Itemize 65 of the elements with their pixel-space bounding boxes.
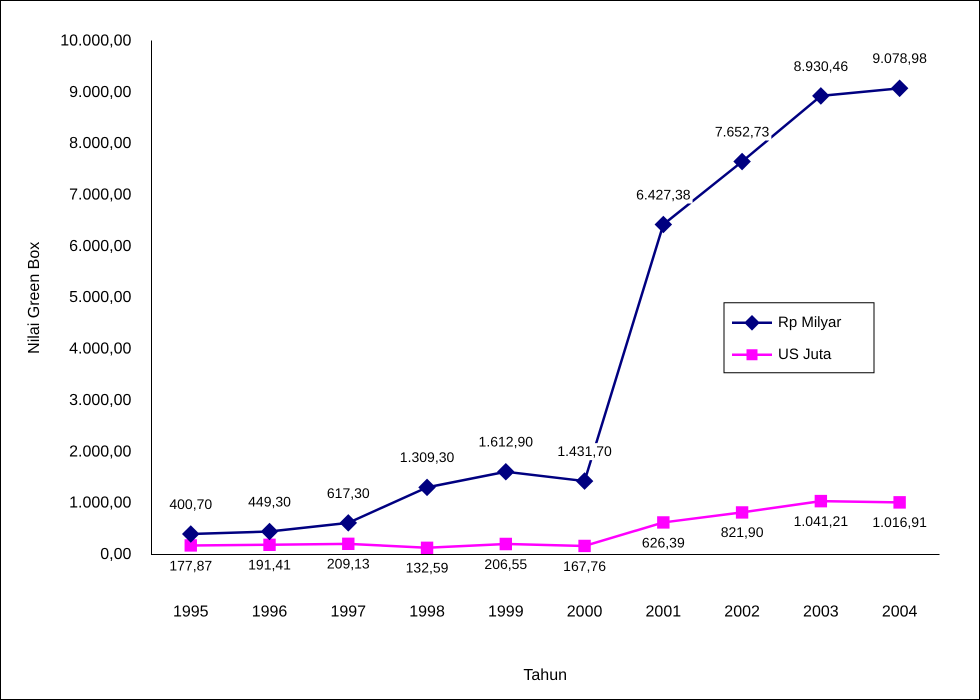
- point: [657, 516, 670, 529]
- point: [342, 538, 354, 550]
- y-tick-label: 0,00: [100, 546, 132, 564]
- x-tick-label: 1996: [252, 604, 288, 621]
- point: [814, 494, 828, 508]
- data-label: 1.016,91: [872, 514, 928, 530]
- data-label: 7.652,73: [714, 123, 770, 140]
- point: [576, 472, 593, 490]
- point: [734, 153, 750, 170]
- point: [736, 506, 748, 519]
- legend-label: US Juta: [778, 346, 832, 363]
- data-label: 617,30: [326, 484, 370, 501]
- x-tick-label: 2004: [882, 604, 918, 621]
- point: [893, 496, 906, 509]
- y-tick-label: 6.000,00: [69, 238, 132, 255]
- x-tick-label: 2000: [566, 604, 602, 621]
- data-label: 1.309,30: [400, 449, 455, 466]
- y-tick-label: 10.000,00: [60, 32, 132, 50]
- legend-label: Rp Milyar: [778, 314, 842, 331]
- data-label: 9.078,98: [872, 50, 928, 66]
- data-label: 206,55: [484, 556, 528, 572]
- y-tick-label: 1.000,00: [69, 494, 132, 512]
- data-label: 626,39: [642, 534, 685, 550]
- data-label: 132,59: [406, 560, 449, 576]
- x-tick-label: 2002: [724, 604, 760, 621]
- x-tick-label: 1999: [488, 604, 524, 621]
- data-label: 177,87: [169, 557, 212, 574]
- data-label: 821,90: [720, 524, 764, 540]
- x-tick-label: 2003: [803, 604, 839, 621]
- data-label: 167,76: [563, 558, 606, 574]
- data-label: 1.612,90: [478, 434, 534, 450]
- x-tick-label: 1998: [409, 604, 445, 621]
- point: [420, 542, 434, 554]
- x-tick-label: 2001: [646, 604, 682, 621]
- y-tick-label: 7.000,00: [69, 186, 132, 204]
- data-label: 1.431,70: [557, 442, 612, 459]
- data-label: 191,41: [248, 556, 292, 573]
- data-label: 209,13: [326, 556, 370, 572]
- y-axis-title: Nilai Green Box: [26, 242, 44, 354]
- point: [812, 88, 830, 104]
- y-tick-label: 4.000,00: [69, 340, 132, 358]
- y-tick-label: 8.000,00: [69, 135, 132, 152]
- data-label: 400,70: [169, 496, 212, 512]
- point: [578, 540, 591, 552]
- point: [184, 539, 197, 552]
- point: [263, 538, 276, 551]
- point: [340, 514, 357, 532]
- point: [655, 216, 672, 233]
- x-tick-label: 1997: [330, 604, 366, 621]
- y-tick-label: 3.000,00: [69, 392, 132, 409]
- data-label: 6.427,38: [636, 186, 691, 202]
- point: [261, 523, 278, 540]
- data-label: 1.041,21: [794, 512, 848, 529]
- point: [498, 464, 514, 480]
- y-tick-label: 5.000,00: [69, 289, 132, 306]
- y-tick-label: 9.000,00: [69, 84, 132, 101]
- data-label: 8.930,46: [794, 58, 848, 74]
- point: [891, 80, 908, 97]
- point: [500, 538, 512, 550]
- x-axis-title: Tahun: [523, 666, 567, 684]
- x-tick-label: 1995: [172, 604, 209, 621]
- data-label: 449,30: [248, 493, 292, 510]
- y-tick-label: 2.000,00: [69, 443, 132, 460]
- point: [182, 526, 200, 542]
- point: [418, 479, 436, 496]
